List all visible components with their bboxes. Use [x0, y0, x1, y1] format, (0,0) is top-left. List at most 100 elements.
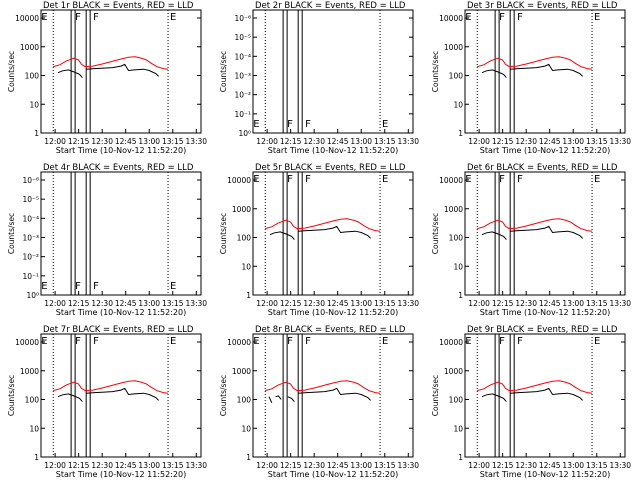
x-tick-label: 13:00: [138, 461, 160, 470]
x-tick-label: 12:00: [256, 299, 278, 308]
y-tick-label: 100: [449, 72, 464, 81]
x-axis-label: Start Time (10-Nov-12 11:52:20): [480, 146, 610, 155]
flag-label: F: [305, 336, 311, 347]
series-line-events: [57, 387, 159, 402]
x-tick-label: 12:30: [303, 137, 325, 146]
flag-label: F: [305, 174, 311, 185]
x-tick-label: 12:30: [91, 461, 113, 470]
x-tick-label: 12:15: [280, 137, 302, 146]
flag-label: E: [170, 12, 176, 23]
flag-label: F: [287, 174, 293, 185]
x-axis-label: Start Time (10-Nov-12 11:52:20): [268, 146, 398, 155]
x-tick-label: 13:00: [562, 137, 584, 146]
y-axis-label: Counts/sec: [219, 213, 228, 254]
x-tick-label: 12:15: [492, 299, 514, 308]
x-axis-label: Start Time (10-Nov-12 11:52:20): [268, 470, 398, 479]
x-tick-label: 12:15: [68, 461, 90, 470]
y-tick-label: 10000: [15, 338, 39, 347]
x-tick-label: 13:00: [138, 137, 160, 146]
y-tick-label: 100: [449, 234, 464, 243]
series-line-lld: [265, 218, 381, 232]
panel-det-3: Det 3r BLACK = Events, RED = LLDEFFE1101…: [431, 1, 631, 155]
panel-title: Det 9r BLACK = Events, RED = LLD: [467, 325, 618, 335]
y-tick-label: 1000: [20, 367, 39, 376]
series-line-lld: [477, 218, 593, 232]
x-tick-label: 13:30: [397, 137, 419, 146]
y-axis-label: Counts/sec: [7, 213, 16, 254]
flag-label: E: [594, 336, 600, 347]
x-tick-label: 13:30: [185, 137, 207, 146]
x-axis-label: Start Time (10-Nov-12 11:52:20): [56, 308, 186, 317]
panel-title: Det 5r BLACK = Events, RED = LLD: [255, 163, 406, 173]
x-tick-label: 12:30: [303, 461, 325, 470]
x-tick-label: 12:30: [91, 137, 113, 146]
x-tick-label: 13:30: [397, 461, 419, 470]
flag-label: F: [75, 281, 81, 292]
flag-label: E: [41, 281, 47, 292]
y-tick-label: 10⁻⁵: [234, 33, 251, 42]
y-tick-label: 1000: [444, 43, 463, 52]
y-tick-label: 10: [241, 262, 251, 271]
panel-title: Det 1r BLACK = Events, RED = LLD: [43, 1, 194, 11]
x-tick-label: 13:30: [609, 299, 631, 308]
panel-title: Det 3r BLACK = Events, RED = LLD: [467, 1, 618, 11]
x-tick-label: 12:15: [68, 299, 90, 308]
flag-label: E: [382, 119, 388, 130]
flag-label: F: [93, 12, 99, 23]
panel-det-6: Det 6r BLACK = Events, RED = LLDEFFE1101…: [431, 163, 631, 317]
x-tick-label: 13:30: [185, 461, 207, 470]
y-tick-label: 10⁻⁴: [234, 52, 251, 61]
plot-frame: [40, 333, 202, 458]
plot-frame: [464, 333, 626, 458]
flag-label: F: [499, 174, 505, 185]
flag-label: F: [287, 119, 293, 130]
x-tick-label: 12:45: [539, 137, 561, 146]
flag-label: F: [517, 174, 523, 185]
series-line-lld: [265, 380, 381, 394]
panel-det-9: Det 9r BLACK = Events, RED = LLDEFFE1101…: [431, 325, 631, 479]
flag-label: F: [517, 336, 523, 347]
x-tick-label: 12:45: [115, 299, 137, 308]
y-tick-label: 10⁻⁶: [234, 14, 251, 23]
x-tick-label: 12:15: [68, 137, 90, 146]
y-tick-label: 10000: [227, 338, 251, 347]
flag-label: F: [75, 336, 81, 347]
flag-label: E: [253, 119, 259, 130]
plot-frame: [464, 171, 626, 296]
flag-label: E: [594, 174, 600, 185]
y-tick-label: 10⁻²: [234, 91, 251, 100]
series-line-events: [269, 225, 371, 240]
y-tick-label: 10⁻³: [22, 234, 39, 243]
y-tick-label: 1: [34, 129, 39, 138]
y-tick-label: 100: [25, 72, 40, 81]
y-axis-label: Counts/sec: [219, 51, 228, 92]
y-tick-label: 10000: [439, 176, 463, 185]
x-axis-label: Start Time (10-Nov-12 11:52:20): [56, 470, 186, 479]
x-tick-label: 13:15: [162, 461, 184, 470]
x-axis-label: Start Time (10-Nov-12 11:52:20): [268, 308, 398, 317]
x-tick-label: 12:15: [492, 461, 514, 470]
y-tick-label: 10⁻⁶: [22, 176, 39, 185]
y-tick-label: 10: [453, 424, 463, 433]
y-tick-label: 1: [458, 291, 463, 300]
y-tick-label: 1000: [232, 367, 251, 376]
y-tick-label: 10⁻¹: [22, 272, 39, 281]
x-tick-label: 13:15: [162, 137, 184, 146]
y-tick-label: 1: [246, 291, 251, 300]
panel-title: Det 8r BLACK = Events, RED = LLD: [255, 325, 406, 335]
y-axis-label: Counts/sec: [431, 213, 440, 254]
x-tick-label: 12:45: [327, 461, 349, 470]
panel-title: Det 4r BLACK = Events, RED = LLD: [43, 163, 194, 173]
y-tick-label: 10000: [15, 14, 39, 23]
flag-label: F: [287, 336, 293, 347]
x-axis-label: Start Time (10-Nov-12 11:52:20): [480, 308, 610, 317]
x-tick-label: 12:00: [44, 137, 66, 146]
series-line-events: [481, 63, 583, 78]
panel-det-7: Det 7r BLACK = Events, RED = LLDEFFE1101…: [7, 325, 207, 479]
flag-label: E: [170, 336, 176, 347]
x-tick-label: 12:45: [115, 137, 137, 146]
y-axis-label: Counts/sec: [431, 51, 440, 92]
series-line-events: [57, 63, 159, 78]
y-tick-label: 1000: [444, 205, 463, 214]
